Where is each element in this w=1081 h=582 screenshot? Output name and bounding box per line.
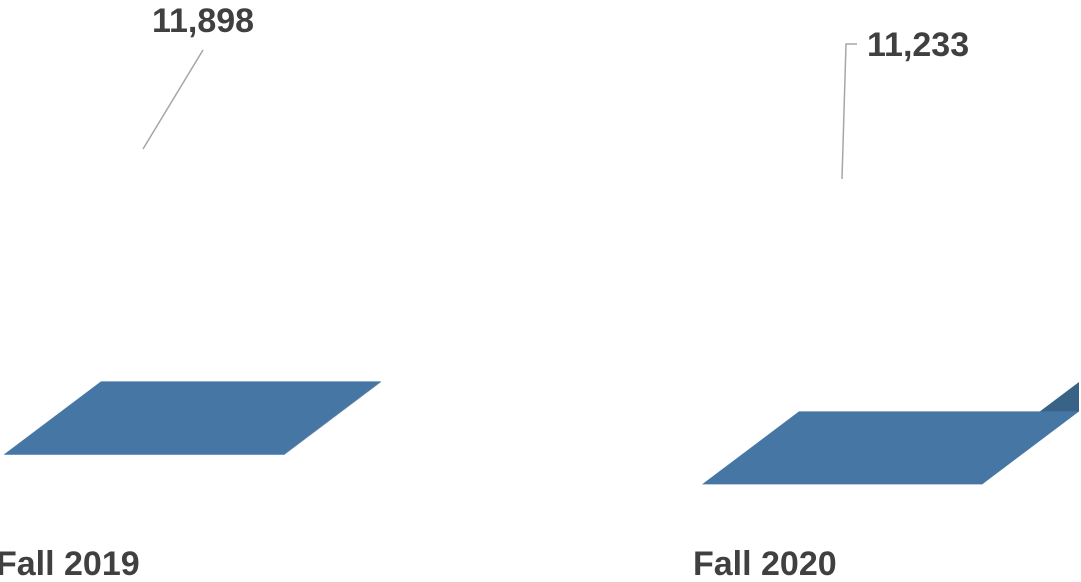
labels-group: Fall 2019 Fall 2020 11,898 11,233 [0,2,969,582]
bar-side-face [284,381,381,455]
data-label-fall-2020: 11,233 [867,26,969,64]
bar-front-face [4,454,284,455]
bar-fall-2020 [702,382,1079,485]
data-label-fall-2019: 11,898 [152,2,254,40]
category-label-fall-2020: Fall 2020 [693,545,837,582]
category-label-fall-2019: Fall 2019 [0,545,140,582]
leader-line-fall-2020 [841,43,857,180]
bar-fall-2019 [4,381,381,455]
bar-top-face [4,381,381,455]
leader-line-fall-2019 [142,49,204,150]
bars-group [4,381,1079,485]
bar-top-face [702,411,1079,485]
